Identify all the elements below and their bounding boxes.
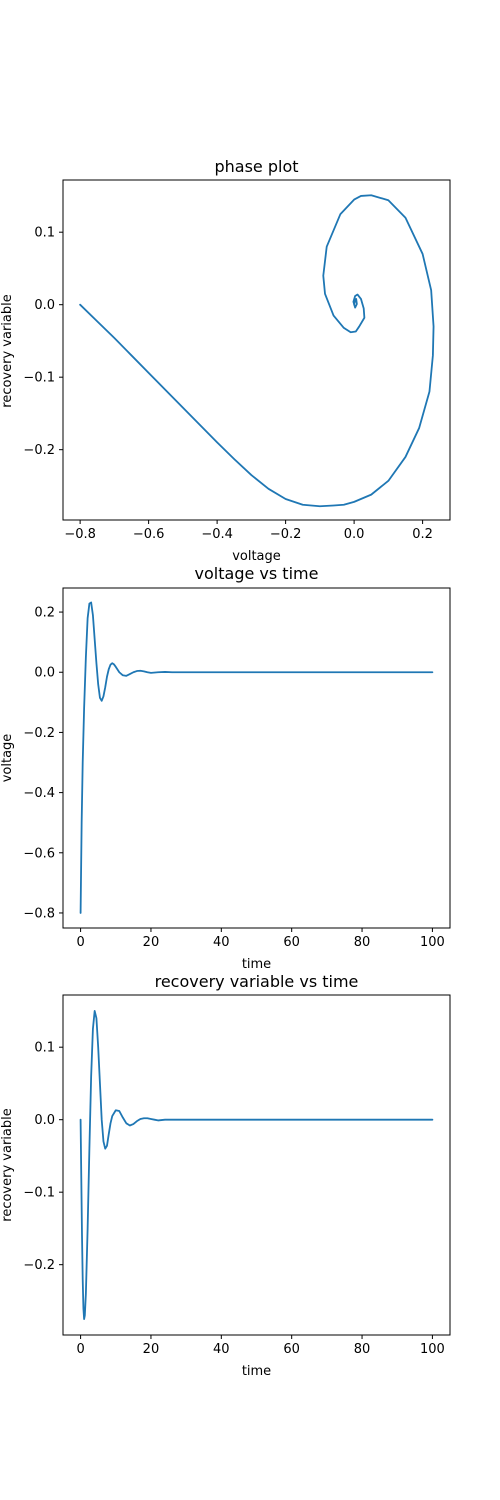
recovery-vs-time-xtick-label: 40 <box>213 1342 230 1357</box>
recovery-vs-time-ytick-label: 0.1 <box>34 1041 55 1056</box>
voltage-vs-time-ylabel: voltage <box>0 734 15 783</box>
recovery-vs-time-frame <box>62 994 451 1336</box>
recovery-vs-time-xtick-label: 100 <box>420 1342 445 1357</box>
phase-plot-title: phase plot <box>214 157 298 176</box>
voltage-vs-time-axes: 0 20 40 60 80 100 0.2 0.0 −0.2 −0.4 −0.6 −0.8 <box>23 587 451 950</box>
voltage-vs-time-xtick-label: 0 <box>76 935 84 950</box>
voltage-vs-time-ytick-label: −0.6 <box>23 846 55 861</box>
recovery-vs-time-panel: recovery variable vs time time recovery … <box>0 972 358 1379</box>
recovery-vs-time-xtick-label: 60 <box>283 1342 300 1357</box>
phase-plot-ylabel: recovery variable <box>0 294 15 407</box>
phase-plot-xtick-label: −0.6 <box>133 527 165 542</box>
phase-plot-ytick-label: 0.1 <box>34 226 55 241</box>
phase-plot-xtick-label: −0.8 <box>64 527 96 542</box>
voltage-vs-time-series-line <box>79 601 434 914</box>
recovery-vs-time-xtick-label: 20 <box>143 1342 160 1357</box>
recovery-vs-time-ytick-label: −0.2 <box>23 1258 55 1273</box>
voltage-vs-time-xtick-label: 60 <box>283 935 300 950</box>
voltage-vs-time-ytick-label: −0.2 <box>23 726 55 741</box>
voltage-vs-time-xtick-label: 40 <box>213 935 230 950</box>
recovery-vs-time-xtick-label: 0 <box>76 1342 84 1357</box>
phase-plot-xtick-label: −0.4 <box>201 527 233 542</box>
phase-plot-xtick-label: 0.0 <box>344 527 365 542</box>
recovery-vs-time-title: recovery variable vs time <box>155 972 359 991</box>
phase-plot-frame <box>62 179 451 521</box>
recovery-vs-time-ytick-label: 0.0 <box>34 1113 55 1128</box>
voltage-vs-time-xtick-label: 80 <box>354 935 371 950</box>
voltage-vs-time-ytick-label: 0.2 <box>34 606 55 621</box>
voltage-vs-time-xlabel: time <box>242 957 271 972</box>
recovery-vs-time-axes: 0 20 40 60 80 100 0.1 0.0 −0.1 −0.2 <box>23 994 451 1357</box>
phase-plot-panel: phase plot voltage recovery variable <box>0 157 299 564</box>
recovery-vs-time-ytick-label: −0.1 <box>23 1186 55 1201</box>
phase-plot-ytick-label: −0.1 <box>23 371 55 386</box>
recovery-vs-time-xlabel: time <box>242 1364 271 1379</box>
voltage-vs-time-title: voltage vs time <box>195 564 319 583</box>
voltage-vs-time-ytick-label: −0.8 <box>23 906 55 921</box>
phase-plot-series-line <box>79 194 435 508</box>
phase-plot-xtick-label: 0.2 <box>412 527 433 542</box>
voltage-vs-time-ytick-label: −0.4 <box>23 786 55 801</box>
voltage-vs-time-panel: voltage vs time time voltage <box>0 564 318 972</box>
voltage-vs-time-ytick-label: 0.0 <box>34 666 55 681</box>
phase-plot-ytick-label: 0.0 <box>34 298 55 313</box>
recovery-vs-time-ylabel: recovery variable <box>0 1108 15 1221</box>
recovery-vs-time-series-line <box>79 1010 434 1320</box>
recovery-vs-time-xtick-label: 80 <box>354 1342 371 1357</box>
phase-plot-axes: −0.8 −0.6 −0.4 −0.2 0.0 0.2 0.1 0.0 −0.1 −0.2 <box>23 179 451 542</box>
phase-plot-xtick-label: −0.2 <box>270 527 302 542</box>
voltage-vs-time-frame <box>62 587 451 929</box>
voltage-vs-time-xtick-label: 20 <box>143 935 160 950</box>
phase-plot-xlabel: voltage <box>232 549 281 564</box>
voltage-vs-time-xtick-label: 100 <box>420 935 445 950</box>
phase-plot-ytick-label: −0.2 <box>23 443 55 458</box>
